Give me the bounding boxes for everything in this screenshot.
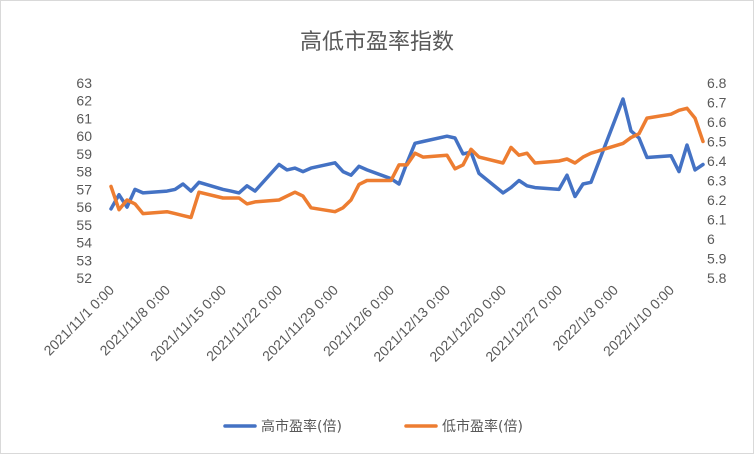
series-line-0 <box>109 97 705 211</box>
left-tick-label: 53 <box>76 252 92 268</box>
legend-label-0: 高市盈率(倍) <box>261 418 342 435</box>
left-tick-label: 57 <box>76 181 92 197</box>
right-tick-label: 6 <box>707 231 715 247</box>
legend-label-1: 低市盈率(倍) <box>442 418 523 435</box>
right-tick-label: 6.4 <box>707 153 727 169</box>
right-tick-label: 6.8 <box>707 75 727 91</box>
right-axis-ticks: 5.8 5.9 6 6.1 6.2 6.3 6.4 6.5 6.6 6.7 6.8 <box>707 75 727 286</box>
left-tick-label: 59 <box>76 146 92 162</box>
left-tick-label: 55 <box>76 217 92 233</box>
series-lines <box>109 97 705 220</box>
legend: 高市盈率(倍) 低市盈率(倍) <box>223 418 523 435</box>
right-tick-label: 5.9 <box>707 251 727 267</box>
right-tick-label: 6.5 <box>707 134 727 150</box>
left-tick-label: 54 <box>76 235 92 251</box>
right-tick-label: 6.2 <box>707 192 727 208</box>
right-tick-label: 5.8 <box>707 270 727 286</box>
right-tick-label: 6.6 <box>707 114 727 130</box>
left-tick-label: 62 <box>76 93 92 109</box>
series-line-1 <box>109 106 705 220</box>
right-tick-label: 6.1 <box>707 212 727 228</box>
right-tick-label: 6.3 <box>707 173 727 189</box>
left-tick-label: 58 <box>76 164 92 180</box>
left-tick-label: 52 <box>76 270 92 286</box>
right-tick-label: 6.7 <box>707 95 727 111</box>
chart-title: 高低市盈率指数 <box>300 30 454 55</box>
left-tick-label: 61 <box>76 110 92 126</box>
left-tick-label: 63 <box>76 75 92 91</box>
left-tick-label: 56 <box>76 199 92 215</box>
left-tick-label: 60 <box>76 128 92 144</box>
